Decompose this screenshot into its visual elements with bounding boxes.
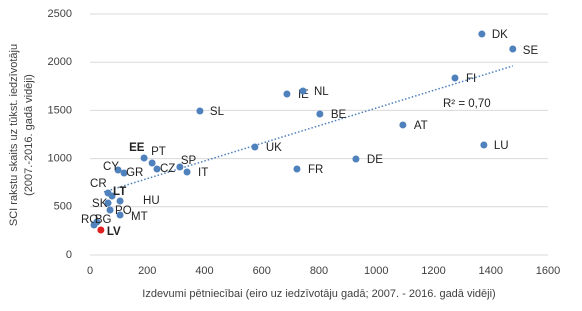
point bbox=[148, 159, 156, 167]
x-tick-label: 1200 bbox=[421, 265, 445, 277]
point-label: HU bbox=[143, 195, 160, 207]
point-label: SK bbox=[92, 198, 108, 210]
y-axis-title: SCI rakstu skaits uz tūkst. iedzīvotāju bbox=[8, 44, 20, 226]
point-label: AT bbox=[414, 120, 428, 132]
point bbox=[451, 74, 459, 82]
x-tick-label: 1600 bbox=[536, 265, 560, 277]
point-label: GR bbox=[126, 167, 143, 179]
x-tick-label: 200 bbox=[138, 265, 156, 277]
y-tick-label: 2500 bbox=[48, 8, 72, 20]
point-label: SE bbox=[523, 45, 539, 57]
point bbox=[106, 206, 114, 214]
point bbox=[97, 226, 105, 234]
point-label: UK bbox=[266, 142, 282, 154]
point-label: FI bbox=[466, 73, 476, 85]
point-label: CY bbox=[103, 161, 119, 173]
point bbox=[478, 30, 486, 38]
point-label: IT bbox=[198, 167, 208, 179]
point bbox=[114, 166, 122, 174]
point-label: MT bbox=[131, 211, 148, 223]
y-tick-label: 1500 bbox=[48, 104, 72, 116]
point-label: LT bbox=[113, 186, 126, 198]
y-tick-label: 0 bbox=[66, 249, 72, 261]
point bbox=[251, 143, 259, 151]
y-tick-label: 1000 bbox=[48, 153, 72, 165]
point-label: SL bbox=[210, 106, 225, 118]
x-tick-label: 0 bbox=[87, 265, 93, 277]
point bbox=[509, 45, 517, 53]
point-label: LV bbox=[107, 226, 121, 238]
y-axis-title: (2007.-2016. gadā vidēji) bbox=[23, 74, 35, 196]
annotation: R² = 0,70 bbox=[443, 98, 491, 110]
point-label: DK bbox=[492, 29, 508, 41]
point bbox=[196, 107, 204, 115]
point-label: SP bbox=[181, 155, 197, 167]
point bbox=[108, 192, 116, 200]
point-label: DE bbox=[367, 154, 383, 166]
point bbox=[316, 110, 324, 118]
point-label: CZ bbox=[160, 163, 175, 175]
y-tick-label: 500 bbox=[54, 201, 72, 213]
point-label: FR bbox=[308, 164, 323, 176]
y-tick-label: 2000 bbox=[48, 56, 72, 68]
point bbox=[116, 211, 124, 219]
point bbox=[399, 121, 407, 129]
point-label: LU bbox=[494, 140, 509, 152]
point bbox=[183, 168, 191, 176]
point bbox=[283, 90, 291, 98]
point bbox=[153, 165, 161, 173]
x-tick-label: 800 bbox=[310, 265, 328, 277]
x-tick-label: 600 bbox=[253, 265, 271, 277]
point bbox=[104, 199, 112, 207]
point-label: BG bbox=[95, 214, 112, 226]
point-label: IE bbox=[298, 89, 309, 101]
point bbox=[480, 141, 488, 149]
trendline bbox=[103, 65, 514, 193]
point bbox=[120, 169, 128, 177]
x-tick-label: 1400 bbox=[479, 265, 503, 277]
point bbox=[176, 163, 184, 171]
x-tick-label: 400 bbox=[195, 265, 213, 277]
point bbox=[93, 218, 101, 226]
point-label: EE bbox=[129, 142, 145, 154]
point bbox=[116, 197, 124, 205]
point bbox=[299, 87, 307, 95]
point bbox=[352, 155, 360, 163]
point-label: PT bbox=[151, 146, 166, 158]
point bbox=[140, 154, 148, 162]
point-label: CR bbox=[90, 178, 107, 190]
point bbox=[293, 165, 301, 173]
point-label: NL bbox=[314, 86, 329, 98]
x-tick-label: 1000 bbox=[364, 265, 388, 277]
x-axis-title: Izdevumi pētniecībai (eiro uz iedzīvotāj… bbox=[142, 288, 495, 300]
point-label: BE bbox=[331, 109, 347, 121]
